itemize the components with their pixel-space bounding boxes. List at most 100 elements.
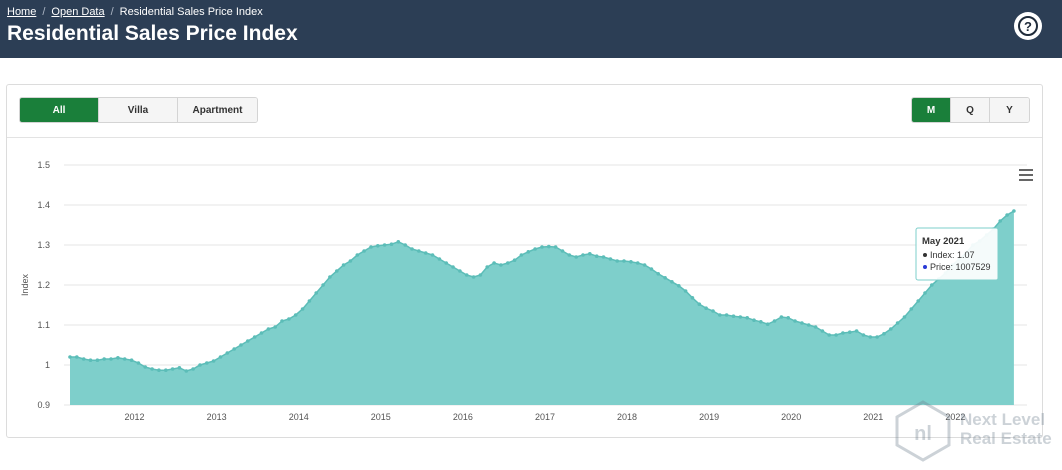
data-point[interactable] [273, 325, 278, 329]
data-point[interactable] [157, 368, 161, 373]
data-point[interactable] [553, 245, 558, 249]
data-point[interactable] [765, 322, 770, 327]
data-point[interactable] [471, 275, 476, 279]
data-point[interactable] [232, 347, 236, 351]
data-point[interactable] [307, 299, 312, 303]
data-point[interactable] [239, 343, 243, 347]
period-year-button[interactable]: Y [990, 98, 1029, 122]
data-point[interactable] [485, 265, 490, 269]
data-point[interactable] [451, 265, 455, 269]
data-point[interactable] [499, 263, 503, 267]
type-all-button[interactable]: All [20, 98, 99, 122]
data-point[interactable] [697, 302, 702, 307]
data-point[interactable] [923, 291, 927, 295]
data-point[interactable] [417, 249, 421, 253]
data-point[interactable] [574, 255, 578, 259]
data-point[interactable] [198, 363, 202, 367]
data-point[interactable] [875, 335, 879, 339]
data-point[interactable] [136, 361, 141, 365]
data-point[interactable] [711, 309, 715, 313]
data-point[interactable] [868, 335, 873, 339]
data-point[interactable] [772, 319, 777, 323]
data-point[interactable] [293, 313, 298, 317]
data-point[interactable] [690, 296, 695, 300]
data-point[interactable] [143, 365, 147, 369]
data-point[interactable] [759, 320, 763, 324]
data-point[interactable] [116, 356, 120, 360]
data-point[interactable] [916, 299, 920, 303]
data-point[interactable] [663, 276, 667, 280]
data-point[interactable] [300, 307, 305, 311]
data-point[interactable] [396, 240, 401, 244]
data-point[interactable] [335, 269, 339, 273]
data-point[interactable] [540, 245, 544, 249]
data-point[interactable] [184, 369, 189, 373]
data-point[interactable] [608, 257, 613, 261]
data-point[interactable] [225, 351, 230, 355]
data-point[interactable] [218, 355, 223, 359]
data-point[interactable] [512, 258, 517, 263]
data-point[interactable] [670, 280, 674, 284]
data-point[interactable] [355, 253, 360, 257]
data-point[interactable] [533, 247, 537, 251]
data-point[interactable] [635, 261, 640, 265]
data-point[interactable] [642, 263, 647, 267]
data-point[interactable] [382, 243, 387, 247]
data-point[interactable] [478, 273, 483, 277]
data-point[interactable] [68, 355, 72, 359]
data-point[interactable] [211, 359, 216, 363]
data-point[interactable] [81, 357, 86, 361]
data-point[interactable] [615, 259, 619, 263]
data-point[interactable] [601, 255, 606, 259]
data-point[interactable] [738, 315, 743, 319]
data-point[interactable] [1012, 209, 1016, 213]
data-point[interactable] [170, 367, 175, 371]
data-point[interactable] [321, 283, 325, 287]
data-point[interactable] [246, 339, 250, 343]
data-point[interactable] [492, 261, 496, 265]
data-point[interactable] [779, 315, 784, 319]
data-point[interactable] [834, 333, 838, 337]
data-point[interactable] [629, 260, 633, 264]
data-point[interactable] [526, 250, 531, 254]
data-point[interactable] [848, 330, 852, 335]
data-point[interactable] [109, 357, 113, 361]
data-point[interactable] [889, 327, 893, 331]
breadcrumb-home-link[interactable]: Home [7, 6, 37, 18]
period-quarter-button[interactable]: Q [951, 98, 990, 122]
data-point[interactable] [800, 321, 804, 325]
data-point[interactable] [786, 316, 790, 320]
data-point[interactable] [683, 289, 688, 293]
data-point[interactable] [369, 245, 373, 249]
data-point[interactable] [328, 275, 332, 279]
data-point[interactable] [745, 316, 749, 320]
data-point[interactable] [102, 357, 106, 361]
data-point[interactable] [731, 314, 736, 319]
data-point[interactable] [205, 361, 209, 365]
data-point[interactable] [547, 244, 551, 249]
data-point[interactable] [129, 358, 134, 363]
data-point[interactable] [95, 358, 100, 363]
data-point[interactable] [724, 313, 729, 317]
breadcrumb-open-data-link[interactable]: Open Data [51, 6, 105, 18]
data-point[interactable] [341, 263, 346, 267]
data-point[interactable] [1005, 213, 1009, 217]
data-point[interactable] [177, 366, 182, 370]
data-point[interactable] [403, 243, 408, 247]
data-point[interactable] [348, 259, 353, 263]
data-point[interactable] [437, 257, 442, 261]
help-button[interactable]: ? [1014, 12, 1042, 40]
type-apartment-button[interactable]: Apartment [178, 98, 257, 122]
type-villa-button[interactable]: Villa [99, 98, 178, 122]
data-point[interactable] [376, 244, 380, 248]
data-point[interactable] [444, 261, 449, 265]
data-point[interactable] [150, 367, 154, 371]
data-point[interactable] [506, 261, 510, 265]
data-point[interactable] [88, 358, 93, 363]
data-point[interactable] [430, 253, 435, 257]
data-point[interactable] [909, 307, 914, 311]
data-point[interactable] [560, 249, 565, 253]
data-point[interactable] [930, 283, 934, 287]
data-point[interactable] [622, 259, 626, 263]
data-point[interactable] [902, 315, 907, 319]
